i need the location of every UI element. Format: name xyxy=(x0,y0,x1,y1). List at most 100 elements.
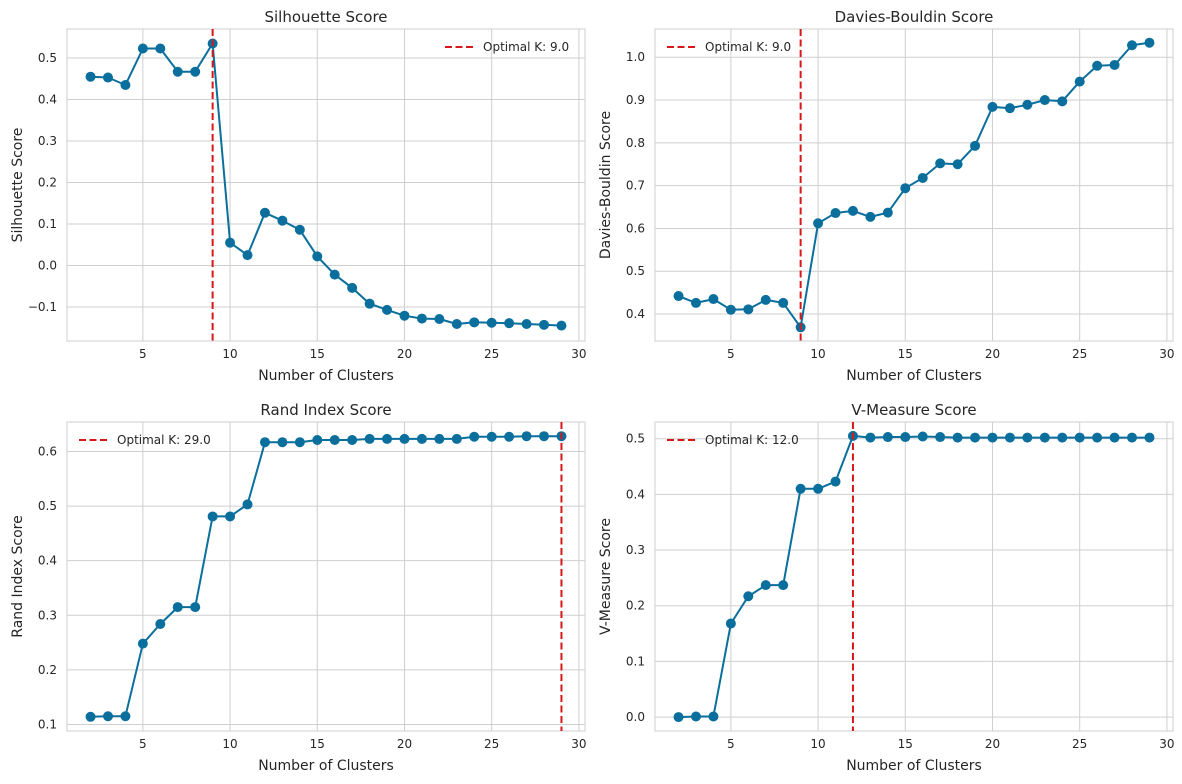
data-point xyxy=(830,208,841,219)
legend-label: Optimal K: 29.0 xyxy=(117,433,211,447)
data-point xyxy=(312,435,323,446)
data-point xyxy=(1004,432,1015,443)
data-point xyxy=(155,43,166,54)
data-point xyxy=(1022,99,1033,110)
data-point xyxy=(85,711,96,722)
data-point xyxy=(172,602,183,613)
legend: Optimal K: 12.0 xyxy=(667,433,799,447)
data-point xyxy=(1144,37,1155,48)
data-point xyxy=(504,318,515,329)
data-point xyxy=(1057,96,1068,107)
data-point xyxy=(259,207,270,218)
data-point xyxy=(242,250,253,261)
data-point xyxy=(451,433,462,444)
data-point xyxy=(242,499,253,510)
x-tick-label: 25 xyxy=(1072,347,1087,361)
data-point xyxy=(970,140,981,151)
axes-frame xyxy=(654,28,1174,342)
y-tick-label: 0.0 xyxy=(626,710,645,724)
data-point xyxy=(399,433,410,444)
data-point xyxy=(935,432,946,443)
data-point xyxy=(1074,432,1085,443)
legend: Optimal K: 9.0 xyxy=(445,40,569,54)
series-line xyxy=(90,435,562,718)
data-point xyxy=(743,591,754,602)
x-tick-label: 30 xyxy=(571,737,586,751)
x-tick-label: 30 xyxy=(1159,347,1174,361)
subplot-1: 5 10 15 20 25 30 −0.1 0.0 0.1 0.2 0.3 0.4 0.5 Silhoue… xyxy=(10,8,587,384)
series-markers xyxy=(85,38,567,331)
y-tick-label: 0.6 xyxy=(38,444,57,458)
y-tick-label: 0.1 xyxy=(38,217,57,231)
data-point xyxy=(434,314,445,325)
data-point xyxy=(987,101,998,112)
x-axis-label: Number of Clusters xyxy=(846,368,982,384)
x-tick-label: 25 xyxy=(484,737,499,751)
data-point xyxy=(1092,60,1103,71)
y-tick-label: −0.1 xyxy=(28,300,57,314)
data-point xyxy=(190,66,201,77)
grid xyxy=(67,29,585,341)
data-point xyxy=(347,435,358,446)
series-line xyxy=(678,41,1150,329)
data-point xyxy=(277,437,288,448)
series-markers xyxy=(85,431,567,722)
data-point xyxy=(673,291,684,302)
x-tick-label: 5 xyxy=(727,737,735,751)
x-tick-label: 20 xyxy=(397,347,412,361)
chart-title: Rand Index Score xyxy=(260,401,391,419)
chart-title: V-Measure Score xyxy=(851,401,976,419)
grid xyxy=(655,29,1173,341)
data-point xyxy=(690,711,701,722)
x-tick-label: 5 xyxy=(139,737,147,751)
y-tick-label: 0.4 xyxy=(626,307,645,321)
data-point xyxy=(556,320,567,331)
data-point xyxy=(865,432,876,443)
data-point xyxy=(795,483,806,494)
data-point xyxy=(952,432,963,443)
data-point xyxy=(451,318,462,329)
data-point xyxy=(521,431,532,442)
data-point xyxy=(1022,432,1033,443)
data-point xyxy=(539,319,550,330)
x-tick-label: 10 xyxy=(222,737,237,751)
data-point xyxy=(399,310,410,321)
data-point xyxy=(760,580,771,591)
data-point xyxy=(416,313,427,324)
y-tick-label: 0.1 xyxy=(626,654,645,668)
y-tick-label: 0.9 xyxy=(626,93,645,107)
y-tick-label: 0.4 xyxy=(38,93,57,107)
axes-frame xyxy=(66,28,586,342)
data-point xyxy=(521,318,532,329)
data-point xyxy=(469,317,480,328)
data-point xyxy=(85,71,96,82)
y-tick-label: 0.3 xyxy=(38,134,57,148)
y-tick-label: 0.5 xyxy=(38,51,57,65)
x-tick-label: 5 xyxy=(139,347,147,361)
data-point xyxy=(970,432,981,443)
data-point xyxy=(987,432,998,443)
data-point xyxy=(813,218,824,229)
x-tick-label: 15 xyxy=(310,347,325,361)
data-point xyxy=(259,437,270,448)
x-tick-label: 15 xyxy=(310,737,325,751)
data-point xyxy=(434,433,445,444)
data-point xyxy=(486,431,497,442)
y-tick-label: 0.3 xyxy=(38,608,57,622)
data-point xyxy=(1109,432,1120,443)
data-point xyxy=(329,269,340,280)
legend-label: Optimal K: 9.0 xyxy=(705,40,791,54)
series-markers xyxy=(673,37,1155,333)
x-tick-label: 5 xyxy=(727,347,735,361)
data-point xyxy=(952,159,963,170)
data-point xyxy=(137,638,148,649)
y-tick-label: 0.5 xyxy=(626,432,645,446)
data-point xyxy=(294,224,305,235)
data-point xyxy=(172,66,183,77)
data-point xyxy=(708,711,719,722)
y-tick-label: 0.2 xyxy=(38,663,57,677)
data-point xyxy=(155,618,166,629)
data-point xyxy=(277,215,288,226)
data-point xyxy=(469,431,480,442)
